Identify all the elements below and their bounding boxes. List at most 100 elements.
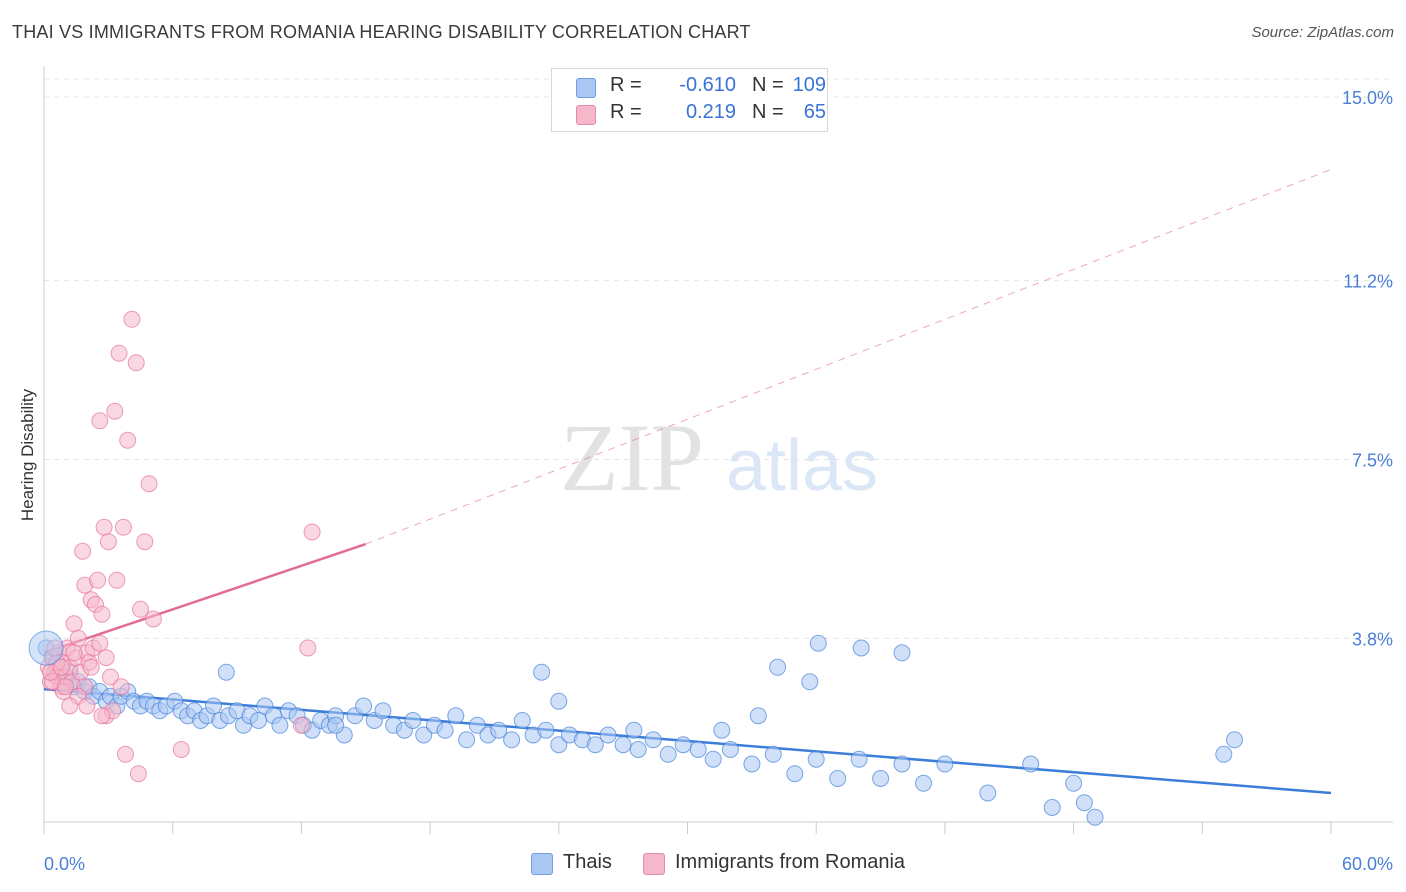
point-thais <box>533 663 551 681</box>
y-tick-label: 11.2% <box>1343 272 1393 292</box>
point-romania <box>102 668 119 686</box>
y-tick-labels: 15.0% 11.2% 7.5% 3.8% <box>1342 88 1393 649</box>
y-axis-label: Hearing Disability <box>18 388 37 521</box>
legend-swatch-thais <box>576 78 596 98</box>
watermark-atlas: atlas <box>726 426 878 506</box>
y-tick-label: 7.5% <box>1352 451 1393 471</box>
gridlines <box>44 78 1393 639</box>
point-thais <box>852 639 870 657</box>
point-thais <box>1043 799 1061 816</box>
point-thais <box>721 741 739 758</box>
point-romania <box>123 310 141 328</box>
point-romania <box>136 533 154 551</box>
point-thais-large <box>28 630 64 666</box>
point-thais <box>809 634 827 652</box>
legend-swatch-romania <box>643 853 665 875</box>
y-tick-label: 15.0% <box>1342 88 1393 108</box>
point-romania <box>97 649 115 667</box>
point-thais <box>786 765 804 783</box>
point-thais <box>713 721 731 739</box>
point-thais <box>550 692 568 710</box>
watermark-zip: ZIP <box>560 404 704 511</box>
point-romania <box>74 542 92 560</box>
point-thais <box>468 716 486 734</box>
series-legend: Thais Immigrants from Romania <box>0 850 1406 878</box>
point-thais <box>586 736 604 754</box>
point-thais <box>749 707 767 725</box>
point-thais <box>1086 808 1104 826</box>
point-romania <box>303 523 321 541</box>
x-tick-label-max: 60.0% <box>1342 854 1393 874</box>
point-thais <box>625 721 643 739</box>
point-thais <box>503 731 521 749</box>
axes <box>43 66 1393 834</box>
legend-label-thais: Thais <box>563 851 612 873</box>
legend-n-value: 109 <box>792 74 826 96</box>
point-romania <box>117 745 134 763</box>
legend-swatch-thais <box>531 853 553 875</box>
point-thais <box>490 721 508 739</box>
legend-n-label: N = <box>752 101 784 123</box>
x-tick-labels: 0.0% 60.0% <box>44 854 1393 874</box>
point-romania <box>57 678 74 696</box>
point-romania <box>65 644 83 662</box>
point-romania <box>172 741 190 758</box>
point-thais <box>764 745 782 763</box>
point-romania <box>110 344 128 362</box>
point-thais <box>704 750 722 768</box>
point-thais <box>743 755 761 773</box>
point-romania <box>114 518 132 536</box>
point-thais <box>893 644 911 662</box>
legend-r-label: R = <box>610 74 642 96</box>
legend-swatch-romania <box>576 105 596 125</box>
point-thais <box>674 736 692 754</box>
point-thais <box>850 750 868 768</box>
point-thais <box>550 736 568 754</box>
point-thais <box>629 741 647 758</box>
point-thais <box>659 745 677 763</box>
point-thais <box>458 731 476 749</box>
legend-n-label: N = <box>752 74 784 96</box>
trend-line-romania <box>43 542 367 655</box>
point-romania <box>95 518 113 536</box>
point-thais <box>374 702 392 720</box>
stats-legend: R = -0.610 N = 109 R = 0.219 N = 65 <box>551 68 828 132</box>
point-romania <box>106 402 124 420</box>
point-romania <box>93 605 111 623</box>
point-romania <box>52 658 70 676</box>
series-romania <box>39 310 321 783</box>
point-romania <box>65 615 83 633</box>
point-thais <box>404 712 422 729</box>
point-romania <box>89 571 107 589</box>
chart-title: THAI VS IMMIGRANTS FROM ROMANIA HEARING … <box>12 22 751 42</box>
legend-r-label: R = <box>610 101 642 123</box>
point-thais <box>599 726 617 744</box>
legend-label-romania: Immigrants from Romania <box>675 851 906 873</box>
point-romania <box>93 707 111 725</box>
point-thais <box>250 712 267 729</box>
trend-extension-romania <box>365 169 1332 545</box>
point-romania <box>127 354 145 372</box>
point-thais <box>271 716 289 734</box>
series-thais <box>37 634 1243 826</box>
point-romania <box>61 697 79 715</box>
point-thais <box>893 755 911 773</box>
point-romania <box>112 678 130 696</box>
point-thais <box>1075 794 1093 812</box>
point-thais <box>872 770 890 787</box>
point-romania <box>91 634 109 652</box>
point-thais <box>447 707 465 725</box>
point-thais <box>807 750 825 768</box>
point-thais <box>355 697 373 715</box>
point-thais <box>436 721 454 739</box>
point-thais <box>327 716 345 734</box>
point-thais <box>537 721 555 739</box>
point-romania <box>140 475 158 493</box>
point-thais <box>205 697 222 715</box>
point-romania <box>299 639 317 657</box>
point-romania <box>69 629 87 647</box>
legend-r-value: -0.610 <box>679 74 736 96</box>
point-thais <box>769 658 787 676</box>
point-thais <box>644 731 662 749</box>
point-thais <box>936 755 954 773</box>
